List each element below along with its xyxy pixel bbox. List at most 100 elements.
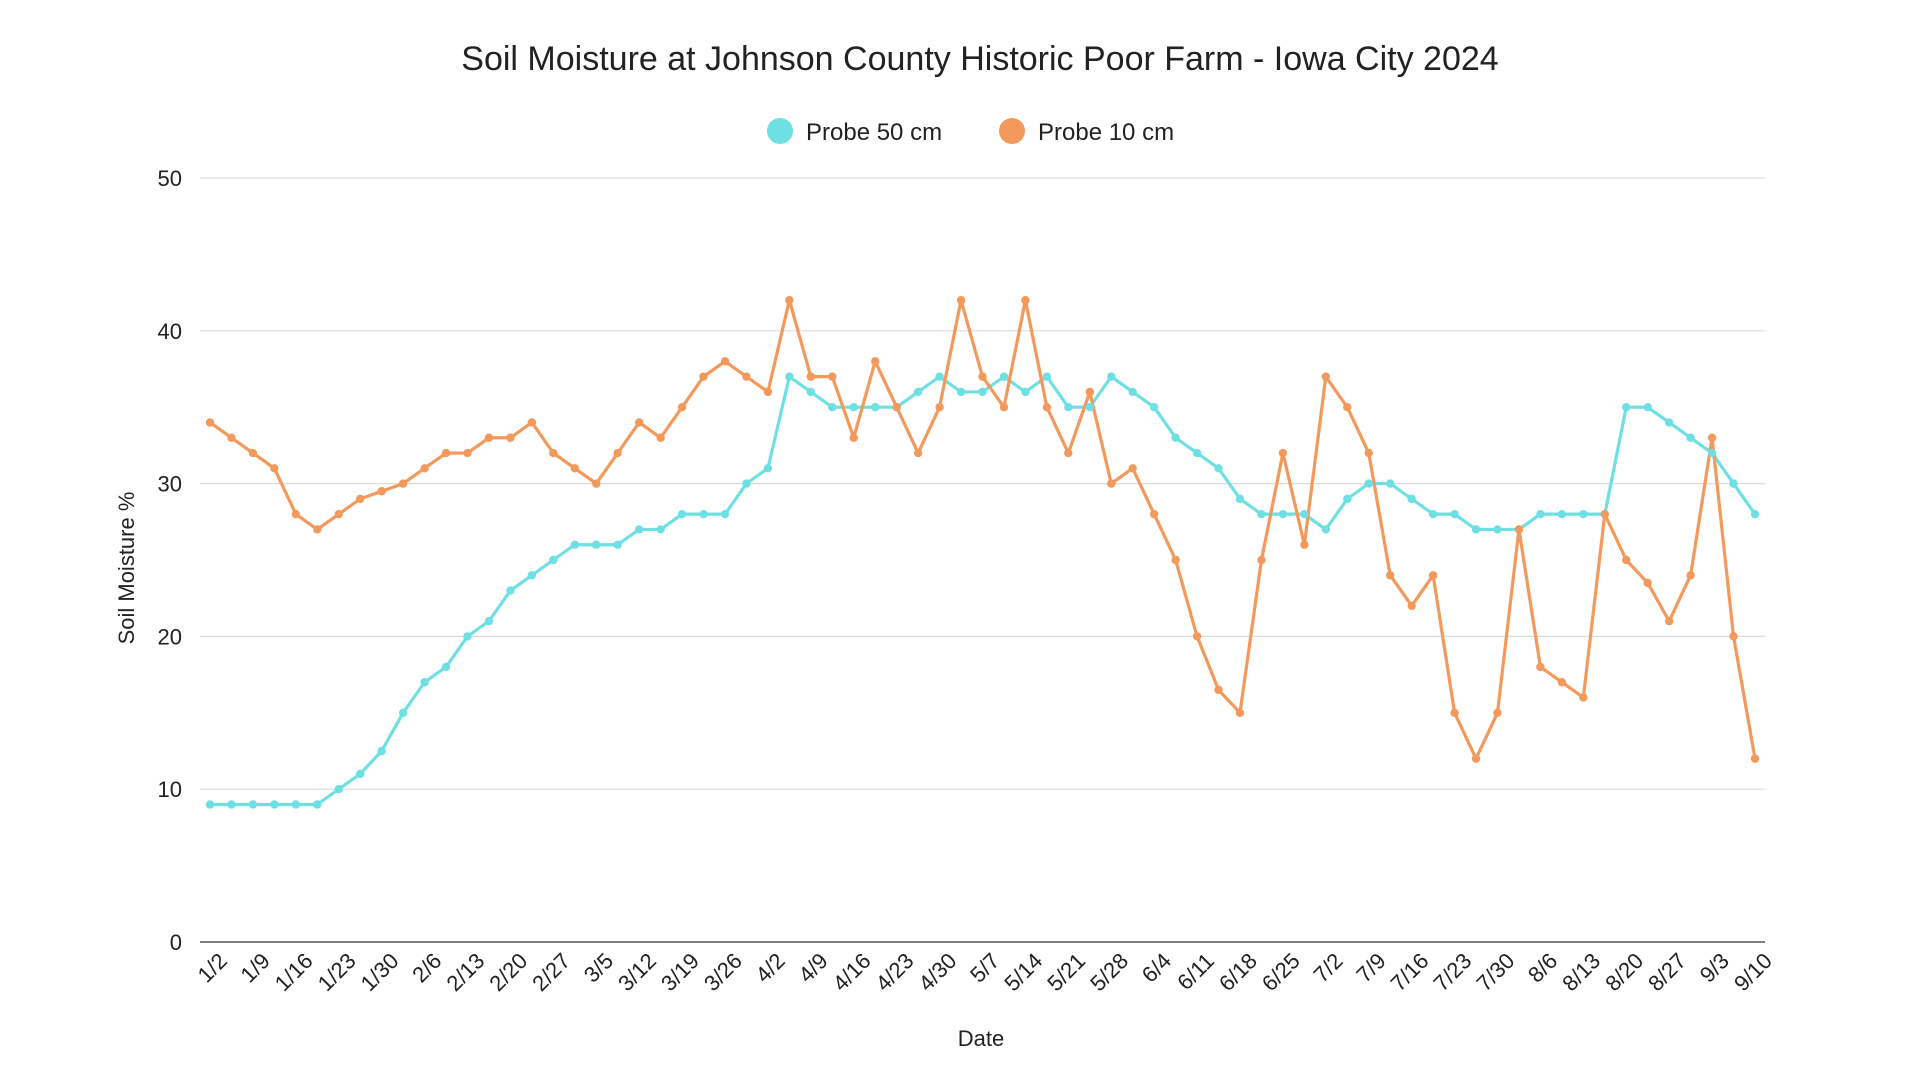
data-point-probe-10 [291, 509, 301, 519]
series-line-probe-50 [208, 375, 1757, 807]
data-point-probe-10 [1707, 433, 1717, 442]
data-point-probe-10 [1493, 708, 1502, 717]
x-tick-label: 7/9 [1351, 948, 1390, 987]
data-point-probe-10 [1149, 509, 1159, 519]
x-tick-label: 1/30 [356, 948, 404, 996]
data-point-probe-10 [377, 487, 386, 496]
data-point-probe-50 [1493, 525, 1502, 534]
data-point-probe-10 [1021, 296, 1030, 305]
data-point-probe-50 [913, 387, 923, 397]
data-point-probe-10 [420, 464, 429, 473]
x-tick-label: 7/16 [1386, 948, 1434, 996]
data-point-probe-50 [463, 632, 472, 641]
data-point-probe-50 [1278, 509, 1288, 519]
data-point-probe-50 [763, 464, 773, 473]
data-point-probe-10 [441, 448, 451, 458]
data-point-probe-10 [677, 403, 687, 412]
x-tick-label: 8/27 [1643, 948, 1691, 996]
y-tick-label: 50 [158, 166, 182, 191]
data-point-probe-10 [592, 479, 601, 488]
data-point-probe-10 [956, 296, 966, 305]
data-point-probe-50 [634, 525, 644, 534]
data-point-probe-50 [506, 586, 515, 595]
data-point-probe-10 [1471, 754, 1481, 763]
data-point-probe-50 [248, 800, 258, 809]
x-tick-label: 9/3 [1695, 948, 1734, 987]
data-point-probe-10 [763, 387, 773, 397]
data-point-probe-50 [1257, 509, 1266, 519]
data-point-probe-10 [1085, 387, 1094, 397]
x-tick-label: 3/26 [699, 948, 747, 996]
data-point-probe-50 [227, 800, 236, 809]
data-point-probe-10 [999, 403, 1009, 412]
data-point-probe-50 [1321, 525, 1331, 534]
data-point-probe-10 [248, 448, 258, 458]
data-point-probe-50 [849, 403, 858, 412]
x-tick-label: 4/16 [828, 948, 876, 996]
data-point-probe-10 [1622, 555, 1631, 565]
data-point-probe-50 [1579, 509, 1588, 519]
data-point-probe-10 [1107, 479, 1116, 488]
data-point-probe-10 [935, 403, 944, 412]
data-point-probe-50 [742, 479, 751, 488]
data-point-probe-10 [1407, 601, 1416, 611]
data-point-probe-10 [227, 433, 236, 442]
data-point-probe-10 [1192, 632, 1202, 641]
data-point-probe-50 [935, 372, 944, 381]
chart-title: Soil Moisture at Johnson County Historic… [461, 40, 1498, 78]
x-tick-label: 6/11 [1172, 948, 1219, 995]
data-point-probe-50 [613, 540, 622, 549]
data-point-probe-50 [785, 372, 794, 381]
data-point-probe-50 [871, 403, 880, 412]
data-point-probe-10 [549, 448, 558, 458]
data-point-probe-50 [1214, 464, 1223, 473]
data-point-probe-50 [398, 708, 408, 717]
data-point-probe-10 [1042, 403, 1052, 412]
legend: Probe 50 cm Probe 10 cm [767, 118, 1174, 146]
x-tick-label: 1/2 [193, 948, 232, 987]
data-point-probe-50 [677, 509, 687, 519]
y-tick-label: 0 [170, 930, 182, 955]
data-point-probe-50 [1192, 448, 1202, 458]
data-point-probe-10 [656, 433, 665, 442]
y-tick-label: 30 [158, 472, 182, 497]
data-point-probe-50 [1386, 479, 1395, 488]
data-point-probe-10 [699, 372, 708, 381]
data-point-probe-50 [1042, 372, 1052, 381]
data-point-probe-50 [978, 387, 987, 397]
data-point-probe-10 [1686, 571, 1695, 580]
x-tick-label: 4/9 [793, 948, 832, 987]
series-points [205, 296, 1760, 809]
data-point-probe-50 [1021, 387, 1030, 397]
data-point-probe-50 [1085, 403, 1094, 412]
data-point-probe-50 [1300, 509, 1309, 519]
x-tick-label: 2/27 [527, 948, 575, 996]
x-tick-label: 3/12 [613, 948, 661, 996]
x-axis-title: Date [958, 1026, 1004, 1051]
x-axis-ticks: 1/2 1/91/161/231/30 2/62/132/202/27 3/53/12… [193, 948, 1777, 996]
data-point-probe-50 [1149, 403, 1159, 412]
data-point-probe-10 [205, 418, 215, 427]
data-point-probe-10 [1171, 555, 1180, 565]
x-tick-label: 8/13 [1557, 948, 1605, 996]
data-point-probe-50 [549, 555, 558, 565]
data-point-probe-10 [913, 448, 923, 458]
data-point-probe-50 [720, 509, 730, 519]
data-point-probe-10 [527, 418, 537, 427]
data-point-probe-50 [1364, 479, 1373, 488]
x-tick-label: 5/14 [999, 948, 1047, 996]
data-point-probe-50 [420, 678, 429, 687]
legend-label-probe-10: Probe 10 cm [1038, 119, 1174, 146]
data-point-probe-50 [1171, 433, 1180, 442]
x-tick-label: 5/7 [965, 948, 1004, 987]
data-point-probe-50 [1407, 494, 1416, 504]
y-tick-label: 20 [158, 624, 182, 649]
data-point-probe-50 [1686, 433, 1695, 442]
data-point-probe-10 [398, 479, 408, 488]
data-point-probe-10 [1643, 578, 1652, 588]
x-tick-label: 6/25 [1257, 948, 1305, 996]
data-point-probe-10 [1214, 685, 1223, 695]
data-point-probe-50 [1536, 509, 1545, 519]
data-point-probe-10 [1450, 708, 1459, 717]
